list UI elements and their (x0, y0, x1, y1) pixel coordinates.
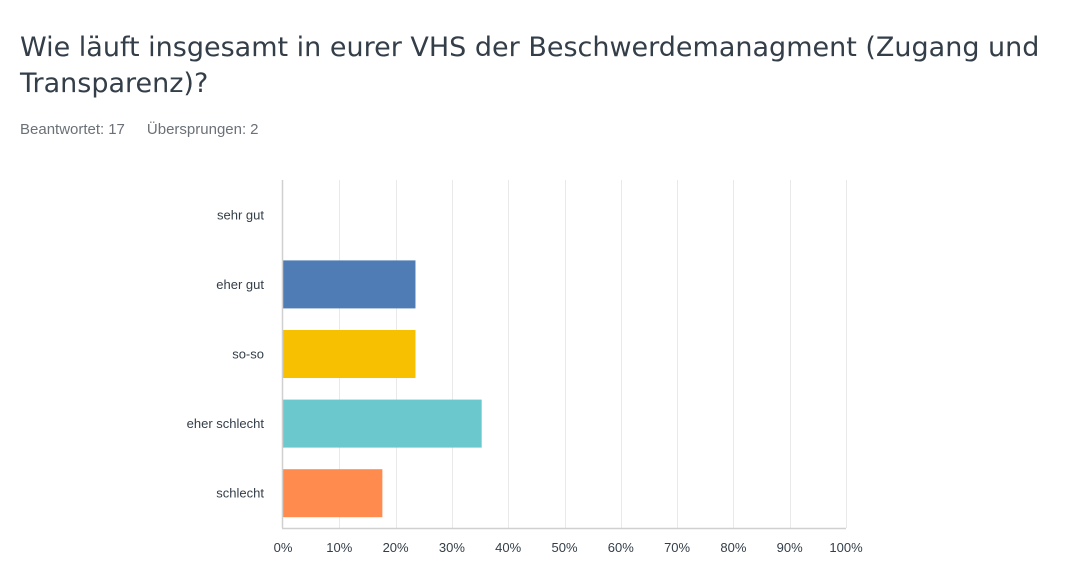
answered-value: 17 (108, 121, 125, 138)
category-label: eher schlecht (187, 416, 265, 431)
bar-2 (283, 330, 416, 378)
x-tick-label: 20% (383, 540, 409, 555)
x-tick-label: 10% (326, 540, 352, 555)
bar-4 (283, 469, 383, 518)
answered-label: Beantwortet: (20, 121, 105, 138)
x-tick-label: 0% (274, 540, 293, 555)
bar-1 (283, 260, 416, 309)
skipped-count: Übersprungen: 2 (147, 121, 259, 138)
x-tick-label: 50% (551, 540, 577, 555)
x-tick-label: 80% (720, 540, 746, 555)
answered-count: Beantwortet: 17 (20, 121, 125, 138)
x-tick-label: 90% (777, 540, 803, 555)
category-label: eher gut (216, 277, 264, 292)
x-tick-label: 60% (608, 540, 634, 555)
x-tick-label: 40% (495, 540, 521, 555)
x-tick-label: 100% (829, 540, 863, 555)
skipped-value: 2 (250, 121, 259, 138)
x-tick-label: 70% (664, 540, 690, 555)
question-title: Wie läuft insgesamt in eurer VHS der Bes… (20, 32, 1040, 99)
category-label: so-so (232, 347, 264, 362)
category-label: sehr gut (217, 207, 264, 222)
bar-3 (283, 399, 482, 448)
category-label: schlecht (216, 486, 264, 501)
response-stats: Beantwortet: 17 Übersprungen: 2 (20, 121, 258, 138)
skipped-label: Übersprungen: (146, 121, 247, 138)
x-tick-label: 30% (439, 540, 465, 555)
